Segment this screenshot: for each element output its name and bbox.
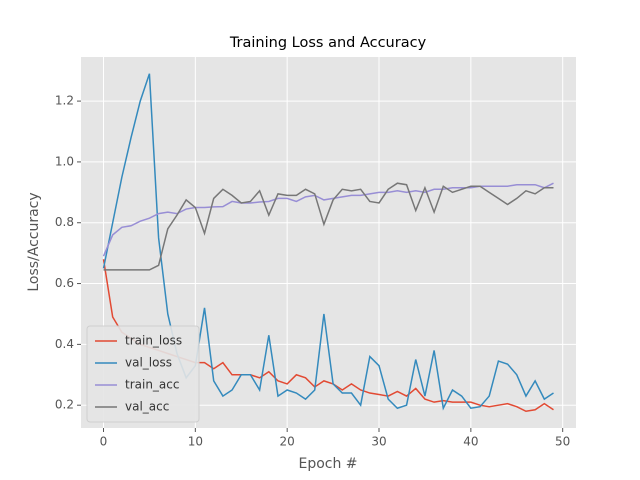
x-tick-label: 30 [371, 435, 386, 449]
y-tick-label: 0.4 [55, 337, 74, 351]
y-tick-label: 1.0 [55, 154, 74, 168]
x-axis-label: Epoch # [298, 456, 357, 472]
legend-box [86, 325, 200, 423]
series-line [103, 182, 554, 271]
x-tick-label: 20 [280, 435, 295, 449]
legend-label: val_loss [125, 356, 172, 370]
x-tick-label: 50 [555, 435, 570, 449]
y-tick-label: 0.8 [55, 215, 74, 229]
y-tick-label: 0.2 [55, 398, 74, 412]
legend-label: val_acc [125, 400, 169, 414]
chart-title: Training Loss and Accuracy [229, 35, 427, 51]
y-tick-label: 0.6 [55, 276, 74, 290]
x-tick-label: 40 [463, 435, 478, 449]
x-tick-label: 10 [188, 435, 203, 449]
y-tick-label: 1.2 [55, 94, 74, 108]
x-tick-label: 0 [100, 435, 108, 449]
y-axis-label: Loss/Accuracy [26, 192, 42, 291]
legend-label: train_acc [125, 378, 179, 392]
legend-label: train_loss [125, 334, 182, 348]
